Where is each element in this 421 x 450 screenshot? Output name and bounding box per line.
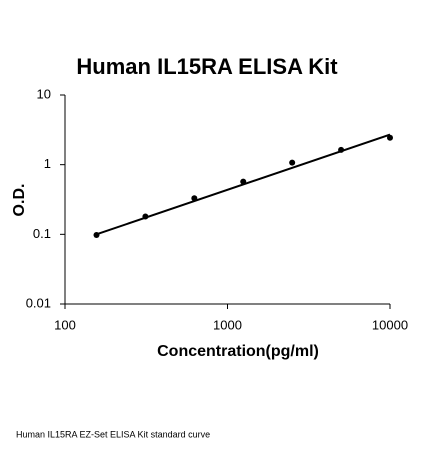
y-tick-label: 1 [44, 156, 51, 171]
point [289, 159, 296, 166]
y-tick-label: 10 [37, 86, 51, 101]
x-tick-label: 100 [54, 317, 76, 332]
y-axis-label: O.D. [11, 184, 28, 217]
y-tick-label: 0.1 [33, 226, 51, 241]
point [387, 134, 393, 141]
point [191, 195, 198, 202]
point [93, 231, 100, 238]
chart-title: Human IL15RA ELISA Kit [76, 54, 338, 79]
point [240, 178, 247, 185]
x-axis-label: Concentration(pg/ml) [157, 343, 319, 360]
point [142, 213, 149, 220]
x-tick-label: 10000 [372, 317, 408, 332]
x-tick-label: 1000 [213, 317, 242, 332]
y-tick-label: 0.01 [26, 295, 51, 310]
caption: Human IL15RA EZ-Set ELISA Kit standard c… [16, 429, 210, 439]
point [338, 146, 345, 153]
